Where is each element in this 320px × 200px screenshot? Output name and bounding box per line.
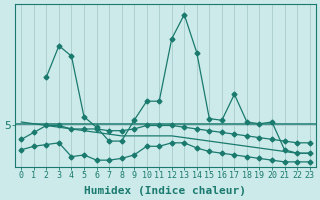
X-axis label: Humidex (Indice chaleur): Humidex (Indice chaleur) xyxy=(84,186,246,196)
